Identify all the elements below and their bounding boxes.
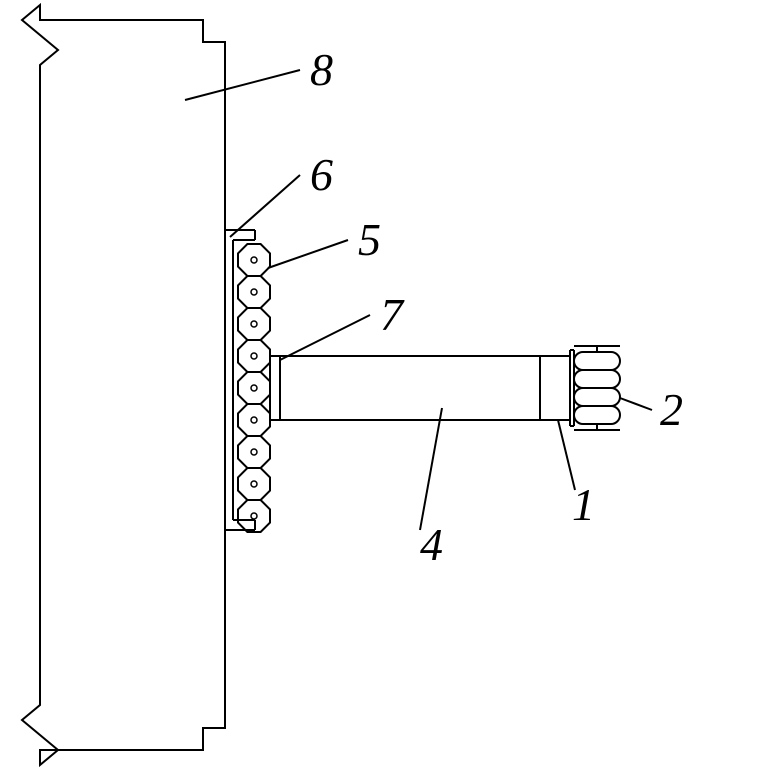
bead-hole xyxy=(251,289,257,295)
beam-body xyxy=(280,356,570,420)
bead xyxy=(238,308,270,340)
bead-hole xyxy=(251,417,257,423)
bead xyxy=(238,244,270,276)
label-2: 2 xyxy=(660,384,683,435)
bead xyxy=(238,276,270,308)
leader-line xyxy=(268,240,348,268)
clamp-ring xyxy=(574,388,620,406)
label-5: 5 xyxy=(358,214,381,265)
label-4: 4 xyxy=(420,519,443,570)
leader-line xyxy=(280,315,370,360)
leader-line xyxy=(420,408,442,530)
leader-line xyxy=(620,398,652,410)
clamp-ring xyxy=(574,406,620,424)
bead-hole xyxy=(251,257,257,263)
bead xyxy=(238,340,270,372)
label-7: 7 xyxy=(380,289,405,340)
leader-line xyxy=(185,70,300,100)
bead xyxy=(238,468,270,500)
column-outline xyxy=(22,5,225,765)
bead xyxy=(238,404,270,436)
bead-hole xyxy=(251,449,257,455)
leader-line xyxy=(230,175,300,237)
bead-hole xyxy=(251,353,257,359)
label-1: 1 xyxy=(572,479,595,530)
clamp-ring xyxy=(574,370,620,388)
bead-hole xyxy=(251,481,257,487)
bead xyxy=(238,372,270,404)
label-8: 8 xyxy=(310,44,333,95)
bead-hole xyxy=(251,385,257,391)
diagram-canvas: 8 65 7 4 1 2 xyxy=(0,0,782,783)
bead xyxy=(238,436,270,468)
bead-hole xyxy=(251,321,257,327)
label-6: 6 xyxy=(310,149,333,200)
clamp-ring xyxy=(574,352,620,370)
connector-plate xyxy=(270,356,280,420)
bead-hole xyxy=(251,513,257,519)
